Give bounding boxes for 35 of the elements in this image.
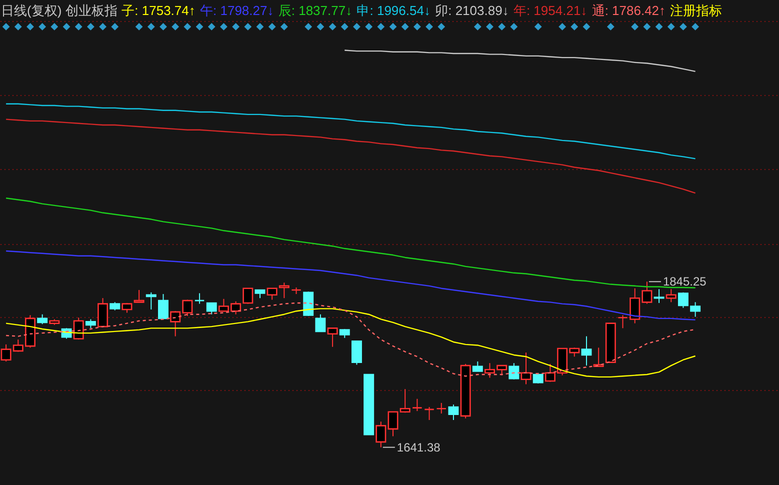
- text: 辰: 1837.77↓: [278, 3, 352, 18]
- candlestick: [327, 328, 338, 348]
- candlestick: [424, 406, 435, 420]
- candlestick: [37, 314, 48, 325]
- text: 年: 1954.21↓: [513, 3, 588, 18]
- candlestick: [303, 291, 314, 316]
- candlestick: [448, 404, 459, 420]
- annotation: 1845.25: [662, 274, 707, 289]
- candlestick: [98, 298, 108, 328]
- candlestick: [666, 288, 676, 303]
- candlestick: [412, 398, 422, 412]
- candlestick: [508, 362, 520, 380]
- candlestick: [158, 294, 168, 320]
- candlestick: [472, 360, 483, 372]
- candlestick: [134, 289, 144, 303]
- chart-title: 日线(复权): [1, 3, 62, 18]
- candlestick: [581, 336, 592, 366]
- candlestick: [351, 340, 362, 366]
- candlestick: [654, 288, 664, 304]
- candlestick: [194, 292, 205, 304]
- chart-subtitle: 创业板指: [66, 3, 118, 18]
- candlestick: [520, 352, 532, 385]
- annotation: 1641.38: [396, 440, 441, 454]
- candlestick: [618, 314, 628, 329]
- text: 卯: 2103.89↓: [435, 3, 509, 18]
- candlestick: [436, 402, 447, 414]
- candlestick: [206, 302, 217, 315]
- text: 通: 1786.42↑: [592, 3, 666, 18]
- text: 午: 1798.27↓: [200, 3, 274, 18]
- text: 注册指标: [670, 3, 722, 18]
- candlestick: [376, 421, 386, 448]
- text: 子: 1753.74↑: [122, 3, 196, 18]
- candlestick: [315, 314, 326, 332]
- candlestick: [146, 292, 156, 310]
- text: 申: 1996.54↓: [356, 3, 430, 18]
